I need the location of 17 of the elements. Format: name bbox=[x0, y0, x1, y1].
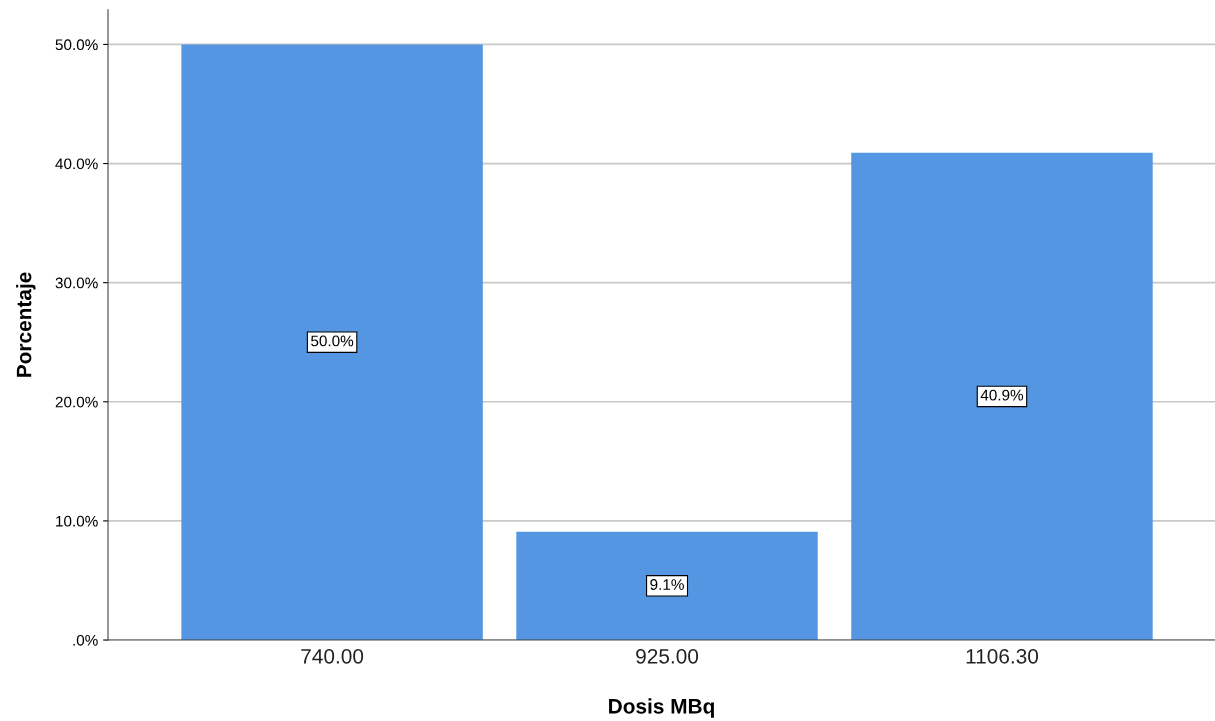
y-axis-title: Porcentaje bbox=[16, 272, 36, 377]
y-tick-label: 50.0% bbox=[55, 39, 98, 51]
y-tick-label: 30.0% bbox=[55, 277, 98, 289]
y-tick-label: .0% bbox=[73, 634, 98, 646]
x-tick-label: 925.00 bbox=[636, 648, 699, 664]
data-label: 9.1% bbox=[650, 579, 684, 590]
bar bbox=[181, 44, 483, 641]
bar bbox=[516, 531, 818, 641]
y-tick-label: 10.0% bbox=[56, 515, 98, 527]
data-label: 50.0% bbox=[311, 335, 354, 347]
y-tick-label: 40.0% bbox=[55, 158, 98, 170]
x-axis-title: Dosis MBq bbox=[609, 698, 714, 718]
x-tick-label: 740.00 bbox=[301, 648, 364, 664]
y-tick-label: 20.0% bbox=[55, 396, 98, 408]
x-tick-label: 1106.30 bbox=[966, 648, 1039, 664]
data-label: 40.9% bbox=[980, 389, 1024, 401]
bar bbox=[851, 152, 1153, 641]
